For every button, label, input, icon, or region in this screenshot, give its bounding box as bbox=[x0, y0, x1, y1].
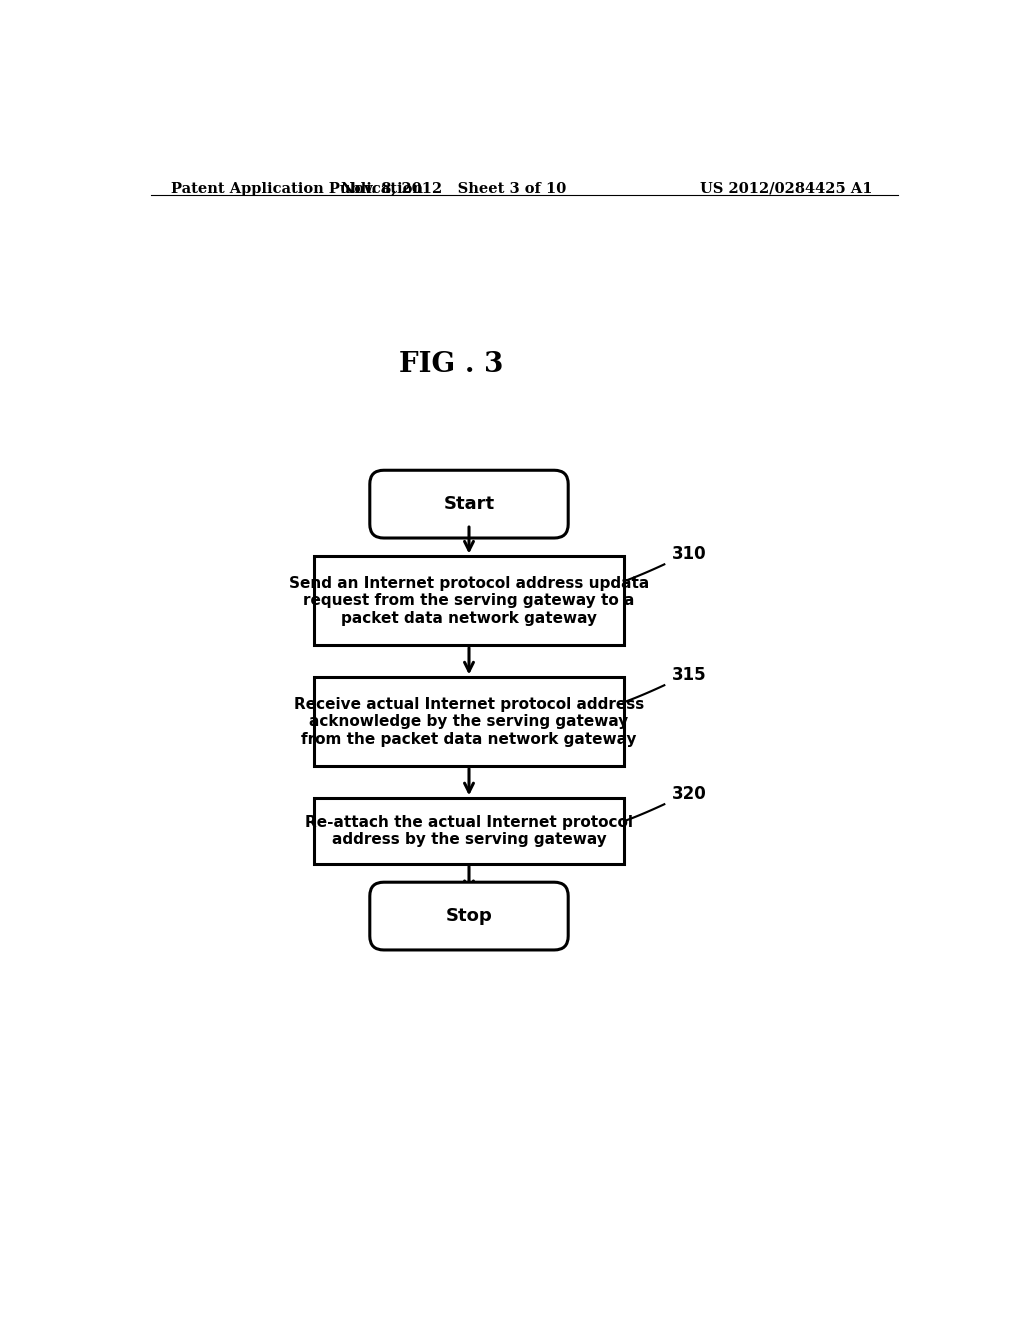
Text: Send an Internet protocol address updata
request from the serving gateway to a
p: Send an Internet protocol address updata… bbox=[289, 576, 649, 626]
Text: 320: 320 bbox=[672, 784, 707, 803]
Text: FIG . 3: FIG . 3 bbox=[399, 351, 504, 378]
Text: US 2012/0284425 A1: US 2012/0284425 A1 bbox=[699, 182, 872, 195]
FancyBboxPatch shape bbox=[314, 677, 624, 766]
FancyBboxPatch shape bbox=[314, 799, 624, 863]
Text: 310: 310 bbox=[672, 545, 707, 562]
Text: Nov. 8, 2012   Sheet 3 of 10: Nov. 8, 2012 Sheet 3 of 10 bbox=[341, 182, 566, 195]
Text: Re-attach the actual Internet protocol
address by the serving gateway: Re-attach the actual Internet protocol a… bbox=[305, 814, 633, 847]
Text: Receive actual Internet protocol address
acknowledge by the serving gateway
from: Receive actual Internet protocol address… bbox=[294, 697, 644, 747]
Text: Start: Start bbox=[443, 495, 495, 513]
Text: Patent Application Publication: Patent Application Publication bbox=[171, 182, 423, 195]
Text: 315: 315 bbox=[672, 665, 707, 684]
FancyBboxPatch shape bbox=[370, 470, 568, 539]
Text: Stop: Stop bbox=[445, 907, 493, 925]
FancyBboxPatch shape bbox=[370, 882, 568, 950]
FancyBboxPatch shape bbox=[314, 557, 624, 645]
